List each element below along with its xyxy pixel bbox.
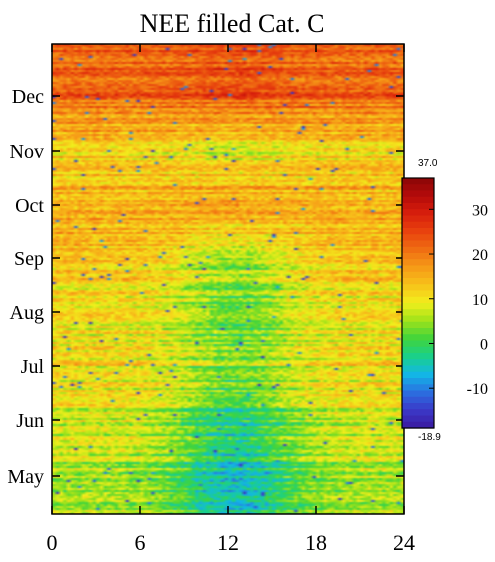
colorbar-segment: [402, 178, 434, 185]
y-month-label: Jun: [16, 410, 44, 432]
colorbar-segment: [402, 190, 434, 198]
colorbar-segment: [402, 396, 434, 404]
colorbar-tick-label: 20: [472, 247, 488, 264]
y-axis: Dec Nov Oct Sep Aug Jul Jun May: [7, 86, 404, 488]
colorbar-segment: [402, 390, 434, 398]
chart-title: NEE filled Cat. C: [140, 9, 325, 38]
colorbar-min-label: -18.9: [418, 432, 441, 443]
colorbar-segment: [402, 340, 434, 348]
x-tick-label: 12: [217, 530, 239, 555]
colorbar-segment: [402, 371, 434, 379]
colorbar-segment: [402, 346, 434, 354]
colorbar-segment: [402, 184, 434, 192]
colorbar: [401, 177, 435, 429]
colorbar-segment: [402, 196, 434, 204]
colorbar-segment: [402, 265, 434, 273]
y-month-label: Jul: [21, 356, 45, 378]
colorbar-segment: [402, 415, 434, 423]
colorbar-ticks: 30 20 10 0 -10: [429, 202, 488, 398]
colorbar-segment: [402, 253, 434, 260]
heatmap-canvas: [52, 44, 404, 514]
colorbar-segment: [402, 409, 434, 417]
colorbar-segment: [402, 403, 434, 410]
colorbar-segment: [402, 290, 434, 298]
colorbar-segment: [402, 421, 434, 429]
colorbar-segment: [402, 359, 434, 367]
colorbar-segment: [402, 215, 434, 223]
colorbar-segment: [402, 353, 434, 360]
colorbar-segment: [402, 284, 434, 292]
colorbar-segment: [402, 228, 434, 235]
colorbar-segment: [402, 203, 434, 210]
x-axis: 0 6 12 18 24: [47, 44, 415, 555]
colorbar-segment: [402, 321, 434, 329]
colorbar-segment: [402, 296, 434, 304]
x-tick-label: 24: [393, 530, 415, 555]
colorbar-tick-label: 30: [472, 202, 488, 219]
colorbar-tick-label: -10: [467, 381, 488, 398]
colorbar-max-label: 37.0: [418, 158, 438, 169]
y-month-label: Aug: [10, 302, 44, 324]
colorbar-tick-label: 0: [480, 336, 488, 353]
colorbar-segment: [402, 234, 434, 242]
y-month-label: Dec: [12, 86, 44, 108]
colorbar-segment: [402, 278, 434, 285]
colorbar-tick-label: 10: [472, 292, 488, 309]
y-month-label: Sep: [14, 248, 44, 270]
x-tick-label: 6: [135, 530, 146, 555]
colorbar-segment: [402, 240, 434, 248]
colorbar-segment: [402, 271, 434, 279]
y-month-label: Nov: [10, 141, 44, 163]
y-month-label: Oct: [15, 195, 44, 217]
colorbar-frame: [401, 177, 435, 429]
colorbar-segment: [402, 303, 434, 310]
colorbar-segment: [402, 309, 434, 317]
colorbar-segment: [402, 221, 434, 229]
colorbar-segment: [402, 378, 434, 385]
colorbar-segment: [402, 246, 434, 254]
x-tick-label: 18: [305, 530, 327, 555]
colorbar-segment: [402, 315, 434, 323]
heatmap-cells: [52, 44, 404, 514]
y-month-label: May: [7, 466, 44, 488]
colorbar-segment: [402, 334, 434, 342]
colorbar-segment: [402, 384, 434, 392]
colorbar-segment: [402, 365, 434, 373]
colorbar-segment: [402, 209, 434, 217]
colorbar-segment: [402, 259, 434, 267]
x-tick-label: 0: [47, 530, 58, 555]
colorbar-segment: [402, 328, 434, 335]
